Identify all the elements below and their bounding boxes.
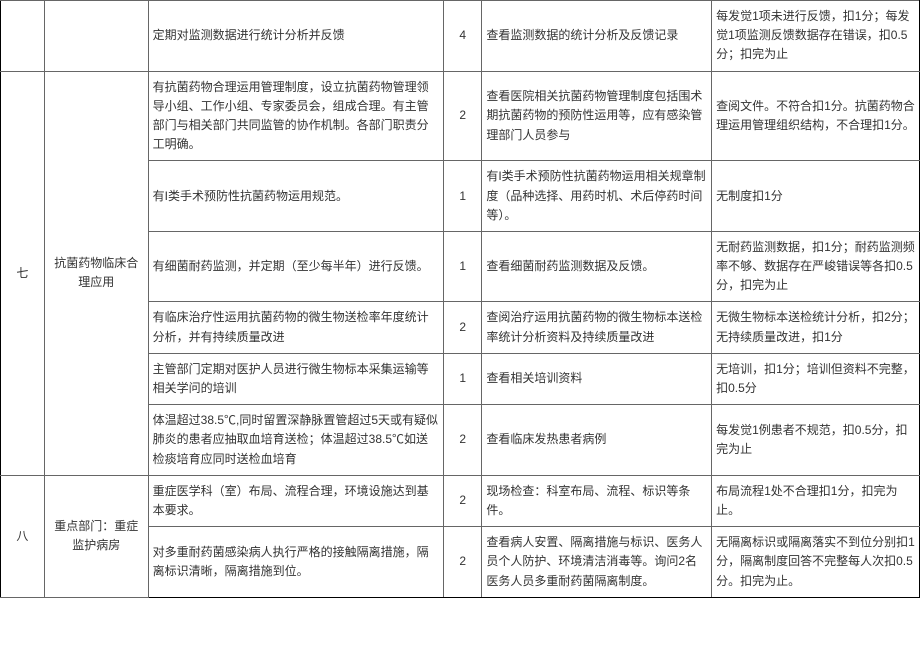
cell-score: 1 [444, 161, 482, 232]
cell-req: 体温超过38.5℃,同时留置深静脉置管超过5天或有疑似肺炎的患者应抽取血培育送检… [148, 405, 443, 476]
cell-method: 现场检查：科室布局、流程、标识等条件。 [482, 475, 712, 526]
cell-score: 2 [444, 71, 482, 161]
cell-req: 定期对监测数据进行统计分析并反馈 [148, 1, 443, 72]
cell-req: 重症医学科（室）布局、流程合理，环境设施达到基本要求。 [148, 475, 443, 526]
cell-rule: 布局流程1处不合理扣1分，扣完为止。 [712, 475, 920, 526]
table-row: 定期对监测数据进行统计分析并反馈 4 查看监测数据的统计分析及反馈记录 每发觉1… [1, 1, 920, 72]
cell-idx: 八 [1, 475, 45, 597]
table-row: 七 抗菌药物临床合理应用 有抗菌药物合理运用管理制度，设立抗菌药物管理领导小组、… [1, 71, 920, 161]
cell-rule: 无微生物标本送检统计分析，扣2分；无持续质量改进，扣1分 [712, 302, 920, 353]
cell-rule: 查阅文件。不符合扣1分。抗菌药物合理运用管理组织结构，不合理扣1分。 [712, 71, 920, 161]
cell-rule: 每发觉1项未进行反馈，扣1分；每发觉1项监测反馈数据存在错误，扣0.5分；扣完为… [712, 1, 920, 72]
assessment-table: 定期对监测数据进行统计分析并反馈 4 查看监测数据的统计分析及反馈记录 每发觉1… [0, 0, 920, 598]
cell-method: 查看细菌耐药监测数据及反馈。 [482, 231, 712, 302]
cell-rule: 无制度扣1分 [712, 161, 920, 232]
cell-method: 有I类手术预防性抗菌药物运用相关规章制度（品种选择、用药时机、术后停药时间等）。 [482, 161, 712, 232]
cell-score: 1 [444, 231, 482, 302]
cell-score: 2 [444, 302, 482, 353]
cell-score: 2 [444, 475, 482, 526]
cell-req: 有临床治疗性运用抗菌药物的微生物送检率年度统计分析，并有持续质量改进 [148, 302, 443, 353]
cell-req: 有I类手术预防性抗菌药物运用规范。 [148, 161, 443, 232]
cell-method: 查看医院相关抗菌药物管理制度包括围术期抗菌药物的预防性运用等，应有感染管理部门人… [482, 71, 712, 161]
cell-rule: 无培训，扣1分；培训但资料不完整，扣0.5分 [712, 353, 920, 404]
cell-method: 查阅治疗运用抗菌药物的微生物标本送检率统计分析资料及持续质量改进 [482, 302, 712, 353]
cell-method: 查看病人安置、隔离措施与标识、医务人员个人防护、环境清洁消毒等。询问2名医务人员… [482, 527, 712, 598]
cell-method: 查看监测数据的统计分析及反馈记录 [482, 1, 712, 72]
cell-rule: 每发觉1例患者不规范，扣0.5分，扣完为止 [712, 405, 920, 476]
cell-idx: 七 [1, 71, 45, 475]
cell-req: 有细菌耐药监测，并定期（至少每半年）进行反馈。 [148, 231, 443, 302]
cell-cat [44, 1, 148, 72]
cell-cat: 重点部门：重症监护病房 [44, 475, 148, 597]
cell-rule: 无隔离标识或隔离落实不到位分别扣1分，隔离制度回答不完整每人次扣0.5分。扣完为… [712, 527, 920, 598]
table-row: 八 重点部门：重症监护病房 重症医学科（室）布局、流程合理，环境设施达到基本要求… [1, 475, 920, 526]
cell-score: 1 [444, 353, 482, 404]
cell-score: 2 [444, 527, 482, 598]
cell-req: 主管部门定期对医护人员进行微生物标本采集运输等相关学问的培训 [148, 353, 443, 404]
cell-score: 4 [444, 1, 482, 72]
cell-req: 对多重耐药菌感染病人执行严格的接触隔离措施，隔离标识清晰，隔离措施到位。 [148, 527, 443, 598]
cell-method: 查看临床发热患者病例 [482, 405, 712, 476]
cell-method: 查看相关培训资料 [482, 353, 712, 404]
cell-rule: 无耐药监测数据，扣1分；耐药监测频率不够、数据存在严峻错误等各扣0.5分，扣完为… [712, 231, 920, 302]
cell-idx [1, 1, 45, 72]
cell-cat: 抗菌药物临床合理应用 [44, 71, 148, 475]
cell-score: 2 [444, 405, 482, 476]
cell-req: 有抗菌药物合理运用管理制度，设立抗菌药物管理领导小组、工作小组、专家委员会，组成… [148, 71, 443, 161]
